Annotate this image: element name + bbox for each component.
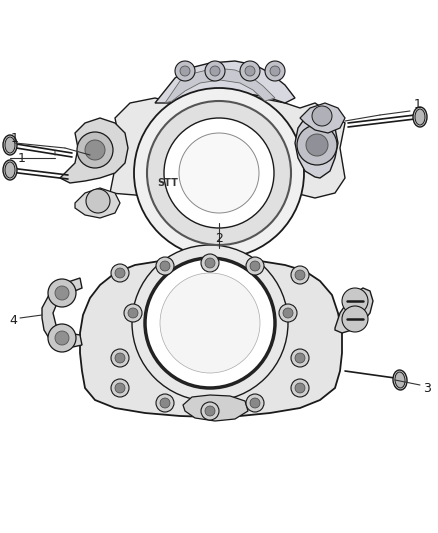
Circle shape xyxy=(55,331,69,345)
Circle shape xyxy=(201,254,219,272)
Circle shape xyxy=(250,398,260,408)
Polygon shape xyxy=(75,188,120,218)
Text: 2: 2 xyxy=(215,231,223,245)
Circle shape xyxy=(283,308,293,318)
Circle shape xyxy=(55,286,69,300)
Circle shape xyxy=(128,308,138,318)
Circle shape xyxy=(115,353,125,363)
Circle shape xyxy=(295,270,305,280)
Text: 3: 3 xyxy=(423,382,431,394)
Ellipse shape xyxy=(3,135,17,155)
Polygon shape xyxy=(295,113,338,178)
Polygon shape xyxy=(155,61,295,103)
Ellipse shape xyxy=(395,372,405,388)
Circle shape xyxy=(201,402,219,420)
Ellipse shape xyxy=(415,109,425,125)
Polygon shape xyxy=(42,278,82,348)
Circle shape xyxy=(291,349,309,367)
Circle shape xyxy=(156,394,174,412)
Circle shape xyxy=(164,118,274,228)
Polygon shape xyxy=(80,258,342,417)
Ellipse shape xyxy=(5,137,15,153)
Circle shape xyxy=(134,88,304,258)
Polygon shape xyxy=(185,203,260,228)
Circle shape xyxy=(205,406,215,416)
Circle shape xyxy=(312,106,332,126)
Circle shape xyxy=(156,257,174,275)
Circle shape xyxy=(246,257,264,275)
Circle shape xyxy=(160,261,170,271)
Circle shape xyxy=(246,394,264,412)
Ellipse shape xyxy=(413,107,427,127)
Circle shape xyxy=(48,279,76,307)
Polygon shape xyxy=(60,118,128,183)
Circle shape xyxy=(250,261,260,271)
Polygon shape xyxy=(110,98,345,208)
Text: 1: 1 xyxy=(18,151,26,165)
Circle shape xyxy=(179,133,259,213)
Circle shape xyxy=(111,264,129,282)
Text: 4: 4 xyxy=(9,314,17,327)
Circle shape xyxy=(160,398,170,408)
Circle shape xyxy=(77,132,113,168)
Circle shape xyxy=(342,288,368,314)
Circle shape xyxy=(245,66,255,76)
Circle shape xyxy=(160,273,260,373)
Circle shape xyxy=(265,61,285,81)
Ellipse shape xyxy=(393,370,407,390)
Polygon shape xyxy=(183,395,248,421)
Circle shape xyxy=(147,101,291,245)
Circle shape xyxy=(124,304,142,322)
Text: 1: 1 xyxy=(11,132,19,144)
Circle shape xyxy=(205,61,225,81)
Circle shape xyxy=(306,134,328,156)
Circle shape xyxy=(85,140,105,160)
Polygon shape xyxy=(300,103,345,133)
Circle shape xyxy=(48,324,76,352)
Circle shape xyxy=(115,268,125,278)
Ellipse shape xyxy=(5,162,15,178)
Circle shape xyxy=(240,61,260,81)
Text: STT: STT xyxy=(158,178,178,188)
Circle shape xyxy=(86,189,110,213)
Circle shape xyxy=(295,383,305,393)
Circle shape xyxy=(279,304,297,322)
Text: 1: 1 xyxy=(414,99,422,111)
Circle shape xyxy=(115,383,125,393)
Circle shape xyxy=(291,379,309,397)
Circle shape xyxy=(270,66,280,76)
Polygon shape xyxy=(165,68,275,103)
Circle shape xyxy=(111,379,129,397)
Circle shape xyxy=(291,266,309,284)
Circle shape xyxy=(210,66,220,76)
Circle shape xyxy=(342,306,368,332)
Circle shape xyxy=(132,245,288,401)
Ellipse shape xyxy=(3,160,17,180)
Circle shape xyxy=(145,258,275,388)
Circle shape xyxy=(180,66,190,76)
Circle shape xyxy=(175,61,195,81)
Polygon shape xyxy=(335,288,373,333)
Circle shape xyxy=(205,258,215,268)
Circle shape xyxy=(295,353,305,363)
Circle shape xyxy=(297,125,337,165)
Circle shape xyxy=(111,349,129,367)
